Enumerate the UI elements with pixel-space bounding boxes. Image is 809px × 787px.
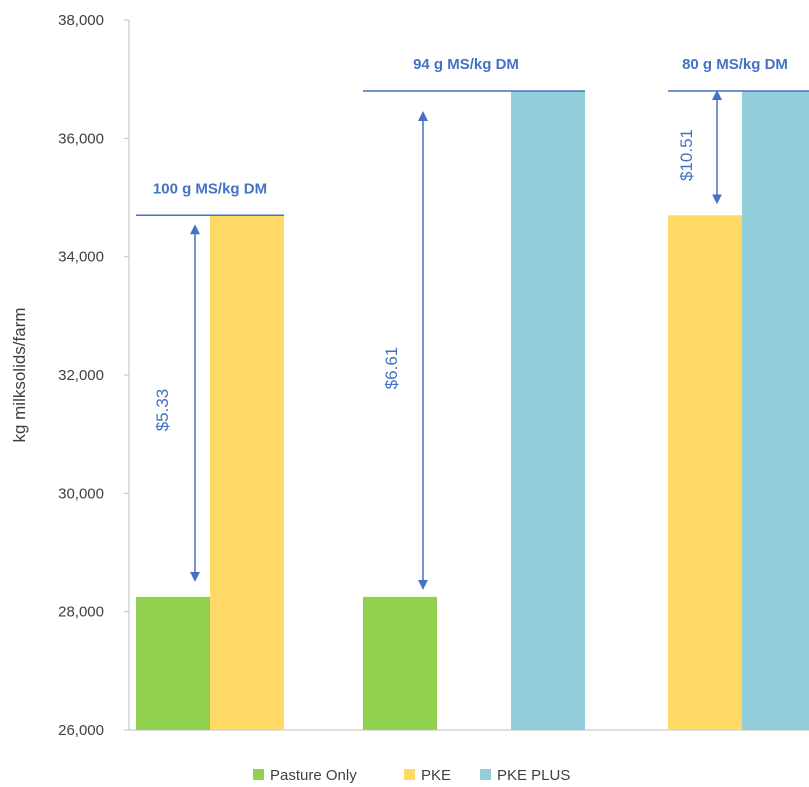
legend-label: Pasture Only (270, 767, 357, 784)
y-tick-label: 28,000 (58, 604, 104, 621)
y-tick-label: 26,000 (58, 722, 104, 739)
legend-item-pasture-only: Pasture Only (253, 767, 357, 784)
y-tick-label: 32,000 (58, 367, 104, 384)
y-axis-label: kg milksolids/farm (10, 307, 29, 442)
legend-label: PKE (421, 767, 451, 784)
legend-swatch (253, 769, 264, 780)
bar-pke-plus (742, 91, 809, 730)
annotation-label: 94 g MS/kg DM (413, 56, 519, 73)
bar-pasture-only (136, 596, 210, 730)
y-tick-label: 30,000 (58, 485, 104, 502)
bars (136, 91, 809, 730)
cost-label: $5.33 (153, 389, 172, 432)
bar-pke-plus (511, 91, 585, 730)
legend: Pasture Only PKE PKE PLUS (253, 767, 570, 784)
y-tick-label: 38,000 (58, 12, 104, 29)
legend-swatch (404, 769, 415, 780)
legend-label: PKE PLUS (497, 767, 570, 784)
legend-swatch (480, 769, 491, 780)
cost-label: $6.61 (382, 347, 401, 390)
legend-item-pke-plus: PKE PLUS (480, 767, 570, 784)
bar-pke (210, 215, 284, 730)
cost-label: $10.51 (677, 129, 696, 181)
y-tick-label: 36,000 (58, 130, 104, 147)
legend-item-pke: PKE (404, 767, 451, 784)
y-tick-label: 34,000 (58, 249, 104, 266)
annotations: 100 g MS/kg DM $5.33 94 g MS/kg DM $6.61 80 … (136, 56, 809, 590)
bar-pke (668, 215, 742, 730)
y-axis-ticks: 26,000 28,000 30,000 32,000 34,000 36,000 38,0… (58, 12, 129, 739)
annotation-label: 100 g MS/kg DM (153, 180, 267, 197)
annotation-label: 80 g MS/kg DM (682, 56, 788, 73)
bar-pasture-only (363, 596, 437, 730)
